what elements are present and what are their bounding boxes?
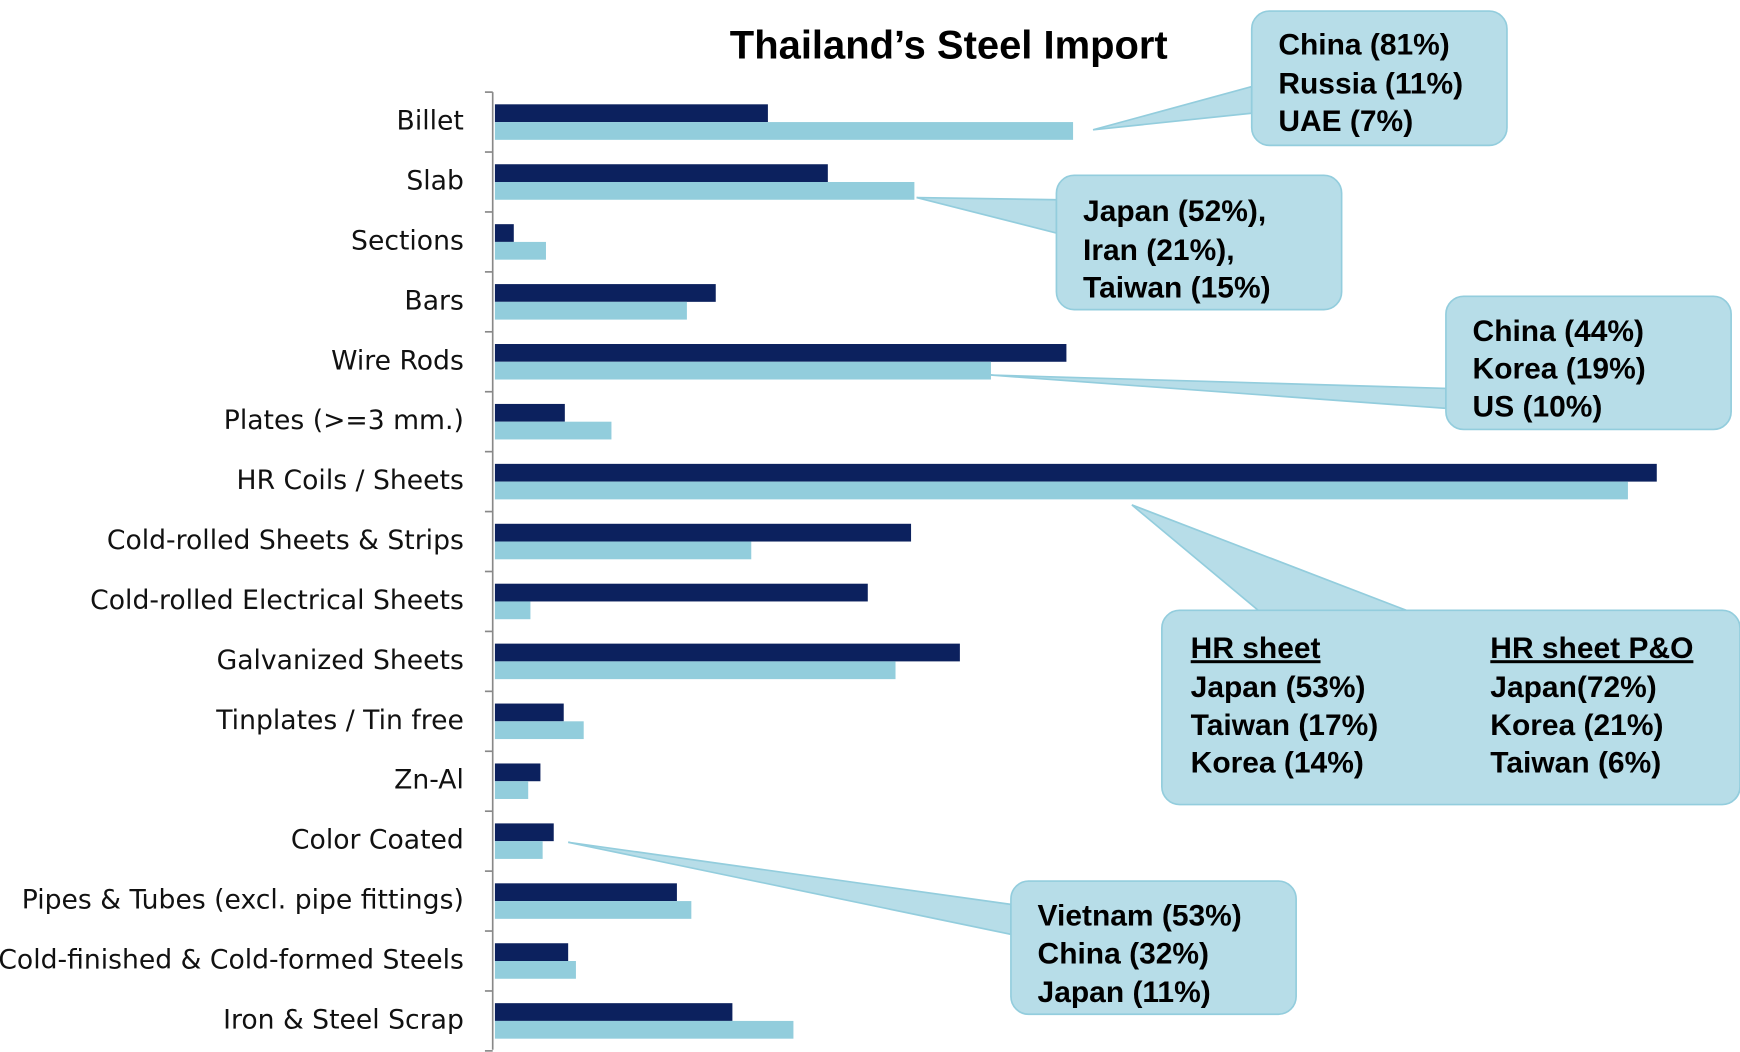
bar xyxy=(494,643,960,662)
callout-text: China (44%) xyxy=(1473,315,1644,348)
bar xyxy=(494,721,584,740)
bar xyxy=(494,284,716,302)
bar xyxy=(494,241,546,260)
category-label: Bars xyxy=(404,285,463,316)
bar xyxy=(494,164,828,182)
callout-text: Taiwan (17%) xyxy=(1191,709,1379,742)
callout-pointer xyxy=(990,374,1447,410)
callout: HR sheet Japan (53%) Taiwan (17%) Korea (14… xyxy=(1131,504,1740,806)
callout-text: China (32%) xyxy=(1038,937,1209,970)
bar xyxy=(494,883,677,902)
callout-text: UAE (7%) xyxy=(1278,105,1413,138)
bar xyxy=(494,224,514,242)
category-label: HR Coils / Sheets xyxy=(237,465,464,496)
bar xyxy=(494,943,569,961)
callout-cover xyxy=(1447,297,1730,428)
bar xyxy=(494,122,1074,140)
bar xyxy=(494,901,692,919)
bar xyxy=(494,841,543,859)
callout: China (44%) Korea (19%) US (10%) xyxy=(990,295,1732,431)
callout-header: HR sheet P&O xyxy=(1490,632,1693,665)
callout-text: Iran (21%), xyxy=(1083,234,1234,267)
bar xyxy=(494,181,915,200)
category-label: Zn-Al xyxy=(394,765,464,796)
callout-text: Korea (19%) xyxy=(1473,353,1646,386)
bar xyxy=(494,781,529,799)
callout-cover xyxy=(1253,12,1506,144)
bar xyxy=(494,463,1657,482)
callout-text: Vietnam (53%) xyxy=(1038,900,1242,933)
bar xyxy=(494,541,752,560)
callout-cover xyxy=(1163,612,1739,803)
bar xyxy=(494,703,564,722)
bar xyxy=(494,481,1628,500)
category-label: Plates (>=3 mm.) xyxy=(224,405,464,436)
category-label: Color Coated xyxy=(291,825,464,856)
bar xyxy=(494,523,912,542)
category-label: Tinplates / Tin free xyxy=(215,705,464,736)
callout: China (81%) Russia (11%) UAE (7%) xyxy=(1092,10,1508,147)
callout-cover xyxy=(1058,177,1340,308)
bar xyxy=(494,661,896,680)
callout-text: Japan(72%) xyxy=(1490,671,1656,704)
bar xyxy=(494,301,687,320)
callout-pointer xyxy=(916,196,1058,235)
chart-title: Thailand’s Steel Import xyxy=(730,23,1168,67)
callout-text: Russia (11%) xyxy=(1278,67,1463,100)
category-label: Cold-rolled Sheets & Strips xyxy=(107,525,464,556)
bar xyxy=(494,1020,794,1039)
callout-cover xyxy=(1012,882,1295,1013)
callout-text: Korea (21%) xyxy=(1490,709,1663,742)
category-label: Pipes & Tubes (excl. pipe fittings) xyxy=(22,885,464,916)
category-label: Slab xyxy=(406,165,464,196)
callout-text: Taiwan (15%) xyxy=(1083,272,1271,305)
category-label: Iron & Steel Scrap xyxy=(223,1004,464,1035)
bar xyxy=(494,361,991,380)
callout-header: HR sheet xyxy=(1191,632,1321,665)
category-label: Cold-finished & Cold-formed Steels xyxy=(0,945,464,976)
callout-pointer xyxy=(1092,85,1253,131)
callout-text: Korea (14%) xyxy=(1191,747,1364,780)
bar xyxy=(494,823,554,842)
callout-text: Taiwan (6%) xyxy=(1490,747,1661,780)
callout-text: Japan (53%) xyxy=(1191,671,1366,704)
bar xyxy=(494,961,576,979)
bar xyxy=(494,763,541,782)
bar xyxy=(494,601,531,620)
bar xyxy=(494,344,1067,362)
callout: Japan (52%), Iran (21%), Taiwan (15%) xyxy=(916,174,1343,311)
callout-text: Japan (52%), xyxy=(1083,195,1266,228)
callout-text: Japan (11%) xyxy=(1038,976,1211,1009)
bar xyxy=(494,1003,733,1021)
category-label: Galvanized Sheets xyxy=(217,645,464,676)
bar xyxy=(494,104,768,123)
category-label: Billet xyxy=(397,106,464,137)
bar xyxy=(494,421,612,440)
bar xyxy=(494,583,868,602)
category-label: Cold-rolled Electrical Sheets xyxy=(90,585,464,616)
bar xyxy=(494,403,565,422)
callout: Vietnam (53%) China (32%) Japan (11%) xyxy=(567,841,1297,1016)
category-label: Sections xyxy=(351,225,464,256)
callout-pointer xyxy=(1131,504,1410,613)
callout-text: China (81%) xyxy=(1278,29,1449,62)
callout-text: US (10%) xyxy=(1473,390,1603,423)
category-label: Wire Rods xyxy=(331,345,464,376)
